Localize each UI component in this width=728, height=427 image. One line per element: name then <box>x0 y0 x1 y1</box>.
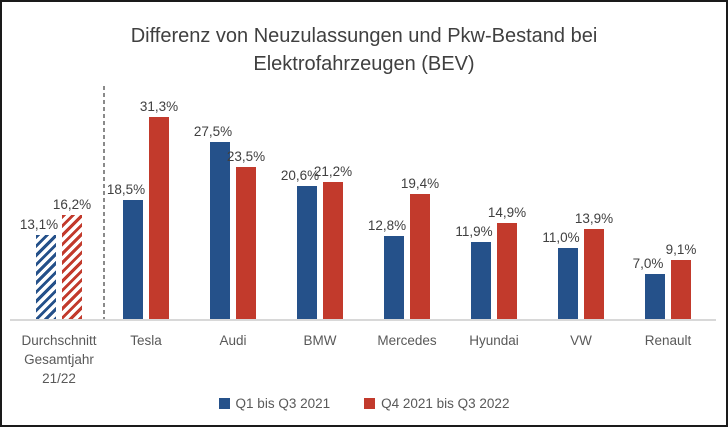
value-label-q1-bis-q3-2021-durchschnitt-gesamtjahr-21-22: 13,1% <box>19 217 59 232</box>
bar-q1-bis-q3-2021-renault <box>645 274 665 319</box>
value-label-q4-2021-bis-q3-2022-durchschnitt-gesamtjahr-21-22: 16,2% <box>52 197 92 212</box>
bar-q4-2021-bis-q3-2022-hyundai <box>497 223 517 319</box>
bar-q4-2021-bis-q3-2022-tesla <box>149 117 169 319</box>
bar-q4-2021-bis-q3-2022-vw <box>584 229 604 319</box>
bar-q1-bis-q3-2021-mercedes <box>384 236 404 319</box>
x-axis-line <box>10 319 716 321</box>
value-label-q1-bis-q3-2021-hyundai: 11,9% <box>455 224 493 239</box>
value-label-q4-2021-bis-q3-2022-renault: 9,1% <box>665 242 697 257</box>
value-label-q1-bis-q3-2021-renault: 7,0% <box>632 256 664 271</box>
legend-label: Q4 2021 bis Q3 2022 <box>381 396 510 411</box>
value-label-q4-2021-bis-q3-2022-audi: 23,5% <box>226 149 266 164</box>
bar-q4-2021-bis-q3-2022-renault <box>671 260 691 319</box>
category-label-renault: Renault <box>644 333 692 348</box>
bar-q1-bis-q3-2021-tesla <box>123 200 143 319</box>
category-label-durchschnitt-gesamtjahr-21-22: Durchschnitt Gesamtjahr 21/22 <box>21 333 97 386</box>
chart-title-line-2: Elektrofahrzeugen (BEV) <box>253 53 475 75</box>
bar-q1-bis-q3-2021-bmw <box>297 186 317 319</box>
category-label-mercedes: Mercedes <box>377 333 437 348</box>
category-label-vw: VW <box>570 333 592 348</box>
bar-q1-bis-q3-2021-durchschnitt-gesamtjahr-21-22 <box>36 235 56 319</box>
value-label-q1-bis-q3-2021-tesla: 18,5% <box>106 182 146 197</box>
value-label-q4-2021-bis-q3-2022-bmw: 21,2% <box>313 164 353 179</box>
value-label-q1-bis-q3-2021-mercedes: 12,8% <box>367 218 407 233</box>
legend-item-q4-2021-bis-q3-2022: Q4 2021 bis Q3 2022 <box>364 396 509 411</box>
value-label-q1-bis-q3-2021-audi: 27,5% <box>193 124 233 139</box>
legend-item-q1-bis-q3-2021: Q1 bis Q3 2021 <box>218 396 331 411</box>
legend-swatch-icon <box>218 398 230 409</box>
value-label-q1-bis-q3-2021-bmw: 20,6% <box>280 168 320 183</box>
bar-q4-2021-bis-q3-2022-mercedes <box>410 194 430 319</box>
value-label-q4-2021-bis-q3-2022-hyundai: 14,9% <box>487 205 527 220</box>
legend: Q1 bis Q3 2021 Q4 2021 bis Q3 2022 <box>2 396 726 411</box>
value-label-q4-2021-bis-q3-2022-mercedes: 19,4% <box>400 176 440 191</box>
bar-q4-2021-bis-q3-2022-audi <box>236 167 256 319</box>
category-label-bmw: BMW <box>303 333 337 348</box>
bar-q4-2021-bis-q3-2022-durchschnitt-gesamtjahr-21-22 <box>62 215 82 319</box>
category-label-hyundai: Hyundai <box>469 333 519 348</box>
bar-q1-bis-q3-2021-vw <box>558 248 578 319</box>
legend-swatch-icon <box>364 398 376 409</box>
chart-title-line-1: Differenz von Neuzulassungen und Pkw-Bes… <box>130 25 598 47</box>
bar-q1-bis-q3-2021-hyundai <box>471 242 491 319</box>
category-label-tesla: Tesla <box>130 333 162 348</box>
category-label-audi: Audi <box>219 333 247 348</box>
value-label-q4-2021-bis-q3-2022-tesla: 31,3% <box>139 99 179 114</box>
value-label-q1-bis-q3-2021-vw: 11,0% <box>542 230 580 245</box>
average-divider-dashed-line <box>103 86 105 319</box>
chart-title: Differenz von Neuzulassungen und Pkw-Bes… <box>2 22 726 78</box>
legend-label: Q1 bis Q3 2021 <box>235 396 331 411</box>
bar-q4-2021-bis-q3-2022-bmw <box>323 182 343 319</box>
value-label-q4-2021-bis-q3-2022-vw: 13,9% <box>574 211 614 226</box>
bar-q1-bis-q3-2021-audi <box>210 142 230 319</box>
